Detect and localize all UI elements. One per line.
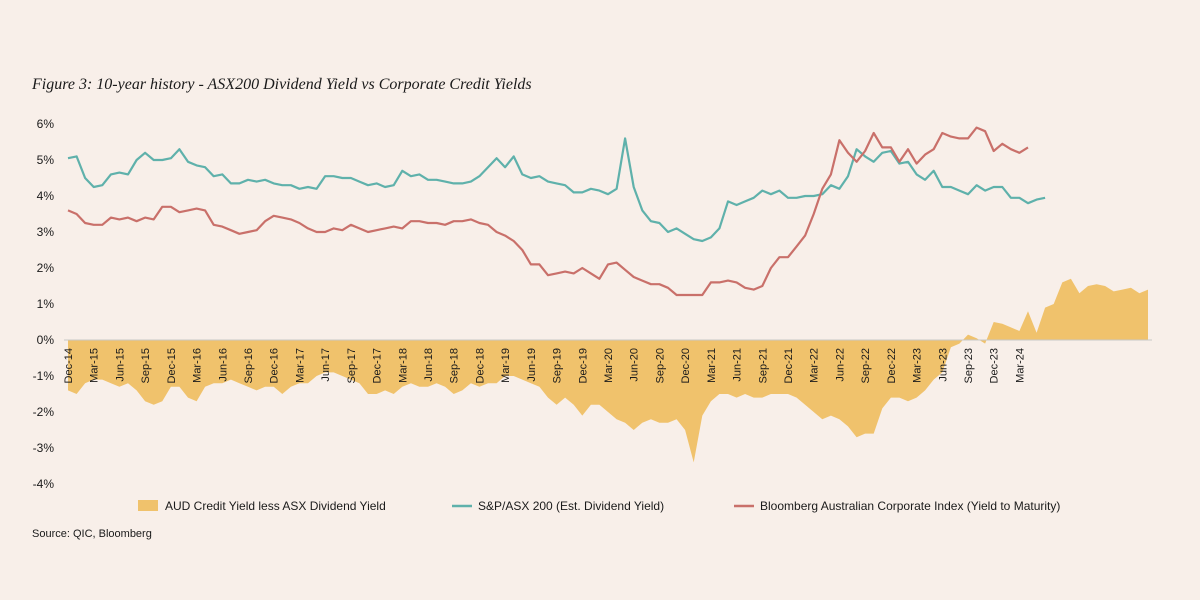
x-tick-label: Jun-18	[423, 348, 435, 382]
x-tick-label: Dec-21	[783, 348, 795, 383]
x-tick-label: Jun-19	[526, 348, 538, 382]
x-tick-label: Jun-17	[320, 348, 332, 382]
x-tick-label: Sep-19	[552, 348, 564, 383]
y-tick-label: -4%	[33, 477, 55, 491]
x-tick-label: Sep-15	[140, 348, 152, 383]
y-tick-label: -2%	[33, 405, 55, 419]
x-tick-label: Mar-16	[192, 348, 204, 383]
x-tick-label: Mar-17	[294, 348, 306, 383]
x-tick-label: Mar-24	[1014, 348, 1026, 383]
x-tick-label: Jun-23	[937, 348, 949, 382]
x-tick-label: Mar-22	[809, 348, 821, 383]
y-tick-label: 2%	[37, 261, 55, 275]
x-tick-label: Jun-22	[834, 348, 846, 382]
x-tick-label: Dec-23	[989, 348, 1001, 383]
x-tick-label: Mar-18	[397, 348, 409, 383]
x-tick-label: Dec-22	[886, 348, 898, 383]
y-tick-label: 6%	[37, 117, 55, 131]
figure-title: Figure 3: 10-year history - ASX200 Divid…	[32, 76, 532, 93]
series-line-corporate-credit-yield	[67, 126, 1029, 297]
x-tick-label: Sep-17	[346, 348, 358, 383]
x-tick-label: Mar-21	[706, 348, 718, 383]
legend-label-corporate-credit-yield: Bloomberg Australian Corporate Index (Yi…	[760, 499, 1060, 513]
x-tick-label: Sep-20	[654, 348, 666, 383]
legend-label-asx-dividend-yield: S&P/ASX 200 (Est. Dividend Yield)	[478, 499, 664, 513]
x-tick-label: Mar-23	[912, 348, 924, 383]
y-tick-label: -3%	[33, 441, 55, 455]
x-tick-label: Mar-15	[89, 348, 101, 383]
x-tick-label: Sep-18	[449, 348, 461, 383]
y-tick-label: 0%	[37, 333, 55, 347]
x-tick-label: Dec-18	[474, 348, 486, 383]
x-tick-label: Dec-19	[577, 348, 589, 383]
source-note: Source: QIC, Bloomberg	[32, 528, 152, 540]
x-tick-label: Mar-20	[603, 348, 615, 383]
x-tick-label: Mar-19	[500, 348, 512, 383]
x-tick-label: Jun-16	[217, 348, 229, 382]
series-line-asx-dividend-yield	[67, 137, 1046, 243]
legend-label-credit-less-dividend: AUD Credit Yield less ASX Dividend Yield	[165, 499, 386, 513]
x-tick-label: Dec-16	[269, 348, 281, 383]
y-tick-label: 1%	[37, 297, 55, 311]
y-tick-label: -1%	[33, 369, 55, 383]
y-tick-label: 5%	[37, 153, 55, 167]
x-tick-label: Jun-21	[732, 348, 744, 382]
x-tick-label: Sep-21	[757, 348, 769, 383]
x-tick-label: Sep-16	[243, 348, 255, 383]
series-area-credit-less-dividend	[68, 278, 1148, 463]
x-tick-label: Dec-17	[372, 348, 384, 383]
x-tick-label: Dec-15	[166, 348, 178, 383]
legend: AUD Credit Yield less ASX Dividend Yield…	[138, 499, 1060, 513]
legend-swatch-credit-less-dividend	[138, 500, 158, 511]
y-tick-label: 3%	[37, 225, 55, 239]
x-tick-label: Jun-20	[629, 348, 641, 382]
y-tick-label: 4%	[37, 189, 55, 203]
x-tick-label: Jun-15	[114, 348, 126, 382]
x-tick-label: Dec-20	[680, 348, 692, 383]
x-tick-label: Sep-22	[860, 348, 872, 383]
x-tick-label: Dec-14	[63, 348, 75, 383]
x-tick-label: Sep-23	[963, 348, 975, 383]
